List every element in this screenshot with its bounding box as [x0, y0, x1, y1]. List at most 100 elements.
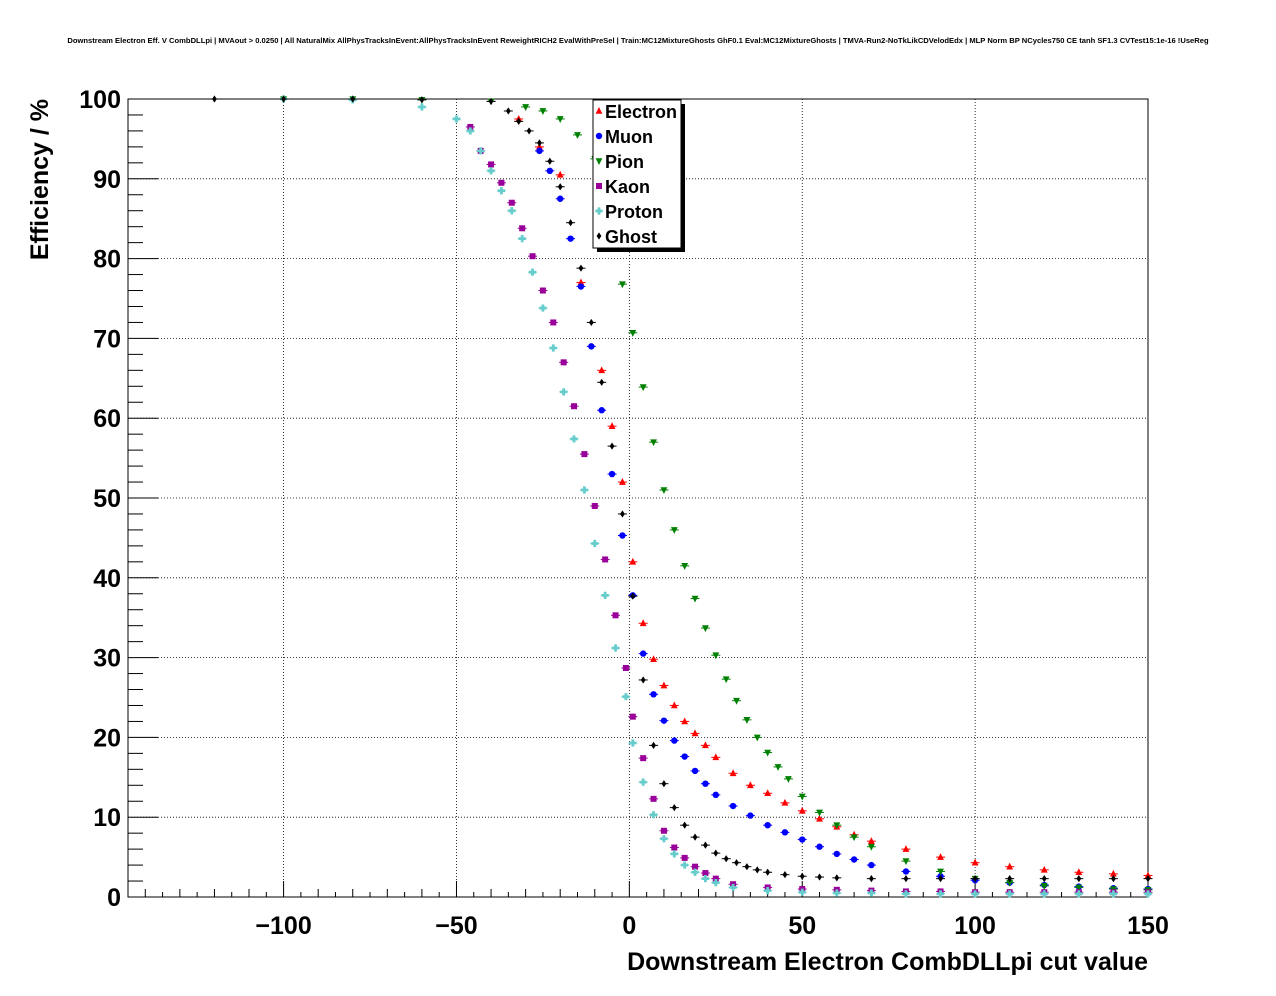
y-tick-label: 60	[93, 405, 121, 433]
data-point-pion	[639, 384, 647, 392]
data-point-pion	[1075, 884, 1083, 892]
data-point-proton	[1109, 890, 1118, 898]
data-point-pion	[619, 281, 626, 289]
data-point-kaon	[550, 319, 557, 326]
data-point-kaon	[650, 795, 657, 802]
data-point-proton	[712, 879, 720, 887]
x-tick-label: −100	[255, 912, 311, 940]
data-point-ghost	[609, 442, 615, 450]
data-point-kaon	[612, 612, 619, 619]
data-point-proton	[729, 883, 737, 892]
data-point-pion	[785, 776, 792, 783]
data-point-proton	[560, 388, 568, 396]
data-point-proton	[1040, 890, 1048, 898]
data-point-electron	[971, 858, 979, 866]
y-tick-label: 0	[107, 884, 121, 912]
data-point-electron	[712, 753, 720, 761]
data-point-ghost	[754, 866, 760, 874]
data-point-pion	[660, 487, 668, 495]
series-muon	[534, 147, 1153, 893]
data-point-kaon	[712, 875, 719, 882]
y-tick-label: 70	[93, 325, 121, 353]
data-point-kaon	[560, 359, 567, 366]
data-point-ghost	[682, 821, 688, 829]
data-point-proton	[902, 890, 910, 898]
data-point-ghost	[1111, 875, 1116, 883]
data-point-muon	[567, 235, 574, 242]
data-point-ghost	[568, 219, 573, 227]
data-point-kaon	[571, 403, 578, 410]
data-point-electron	[691, 729, 699, 737]
data-point-pion	[753, 734, 761, 742]
data-point-pion	[774, 764, 782, 771]
data-point-pion	[681, 563, 689, 570]
data-point-ghost	[661, 780, 667, 788]
data-point-muon	[546, 167, 554, 175]
data-point-proton	[466, 127, 474, 135]
data-point-pion	[670, 527, 678, 534]
chart-title: Downstream Electron Eff. V CombDLLpi | M…	[67, 36, 1209, 45]
data-point-kaon	[519, 225, 526, 232]
data-point-proton	[649, 811, 658, 819]
data-point-kaon	[488, 161, 495, 168]
data-point-ghost	[1076, 875, 1082, 883]
data-point-proton	[691, 868, 699, 876]
data-point-kaon	[660, 827, 667, 834]
data-point-pion	[798, 793, 806, 801]
data-point-ghost	[744, 863, 750, 871]
data-point-proton	[670, 850, 678, 858]
data-point-proton	[549, 344, 557, 352]
data-point-muon	[764, 821, 771, 829]
data-point-proton	[639, 778, 647, 786]
data-point-electron	[1075, 868, 1083, 876]
data-point-proton	[798, 888, 806, 896]
axes: −100 −50 0 50 100 150 0 10 20 30 40 50 60 70 80 90 100	[79, 86, 1169, 940]
data-point-ghost	[799, 872, 805, 880]
data-point-pion	[902, 858, 910, 866]
x-tick-label: 0	[622, 912, 636, 940]
y-tick-label: 10	[93, 804, 121, 832]
legend-marker-electron	[595, 107, 603, 114]
data-point-proton	[971, 890, 979, 898]
y-axis-label: Efficiency / %	[26, 99, 54, 260]
y-tick-label: 30	[93, 645, 121, 673]
data-point-muon	[902, 868, 910, 875]
data-point-kaon	[602, 556, 609, 563]
data-point-electron	[798, 806, 806, 814]
data-point-ghost	[578, 264, 584, 272]
data-point-muon	[712, 791, 719, 799]
data-point-ghost	[868, 875, 874, 883]
data-point-pion	[816, 809, 823, 817]
data-point-pion	[1006, 879, 1014, 887]
data-point-ghost	[640, 676, 646, 684]
data-point-electron	[670, 701, 678, 709]
data-point-kaon	[640, 755, 647, 762]
data-point-electron	[1144, 871, 1152, 879]
legend-label-proton: Proton	[605, 202, 663, 222]
data-point-proton	[1075, 890, 1083, 898]
data-point-muon	[781, 829, 789, 836]
data-point-ghost	[281, 95, 286, 103]
data-point-proton	[764, 887, 772, 895]
data-point-pion	[556, 116, 564, 123]
data-point-ghost	[903, 875, 909, 883]
data-point-electron	[937, 853, 944, 860]
data-point-ghost	[972, 875, 978, 883]
data-point-proton	[867, 889, 875, 897]
data-point-muon	[833, 850, 841, 858]
data-point-kaon	[529, 253, 536, 260]
data-point-pion	[650, 439, 657, 447]
data-point-electron	[598, 366, 606, 374]
data-point-ghost	[505, 107, 511, 115]
data-point-pion	[764, 749, 772, 757]
data-point-proton	[570, 435, 578, 443]
data-point-ghost	[938, 875, 943, 883]
data-point-pion	[574, 132, 581, 139]
data-point-muon	[816, 843, 823, 850]
data-point-electron	[902, 845, 910, 852]
data-point-electron	[764, 789, 772, 797]
data-point-proton	[497, 187, 506, 195]
data-point-electron	[781, 798, 789, 806]
data-point-pion	[1040, 883, 1048, 890]
data-point-proton	[1144, 890, 1152, 898]
